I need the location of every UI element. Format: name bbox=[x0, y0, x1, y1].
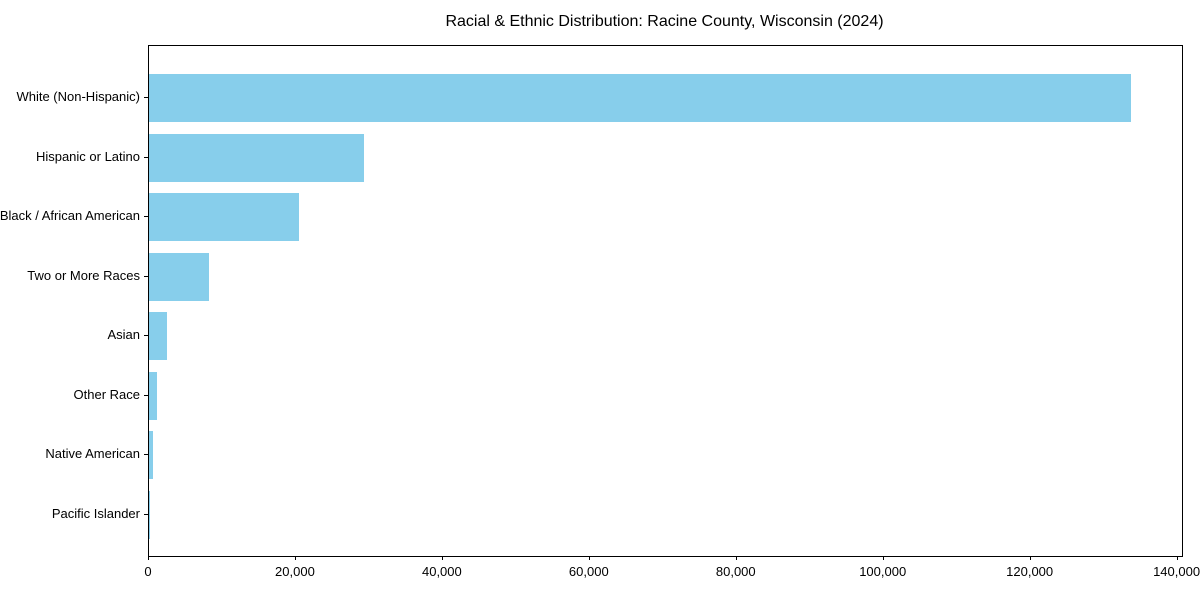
x-tick-label: 0 bbox=[144, 564, 152, 579]
y-tick-mark bbox=[144, 216, 148, 218]
y-tick-mark bbox=[144, 275, 148, 277]
y-tick-mark bbox=[144, 97, 148, 98]
x-tick-mark bbox=[294, 556, 296, 560]
bar-hispanic-or-latino bbox=[149, 133, 365, 182]
x-tick-label: 120,000 bbox=[1006, 564, 1054, 579]
bar-two-or-more-races bbox=[149, 252, 210, 301]
bar-other-race bbox=[149, 371, 158, 420]
bar-pacific-islander bbox=[149, 490, 150, 539]
y-tick-mark bbox=[144, 513, 148, 515]
y-tick-label: Pacific Islander bbox=[51, 505, 140, 521]
plot-area bbox=[148, 45, 1183, 557]
x-tick-mark bbox=[735, 556, 737, 560]
x-tick-label: 140,000 bbox=[1153, 564, 1200, 579]
x-tick-mark bbox=[1029, 556, 1031, 560]
bar-black-african-american bbox=[149, 193, 299, 242]
x-tick-mark bbox=[1176, 556, 1178, 560]
y-tick-label: Other Race bbox=[73, 386, 140, 402]
x-tick-label: 100,000 bbox=[859, 564, 907, 579]
y-tick-label: Black / African American bbox=[0, 208, 140, 224]
bar-native-american bbox=[149, 431, 153, 480]
y-tick-label: Two or More Races bbox=[27, 267, 140, 283]
bar-asian bbox=[149, 312, 167, 361]
y-tick-label: Asian bbox=[107, 327, 140, 343]
x-tick-mark bbox=[441, 556, 443, 560]
x-tick-mark bbox=[588, 556, 590, 560]
x-tick-label: 60,000 bbox=[568, 564, 609, 579]
y-tick-mark bbox=[144, 156, 148, 158]
bar-white-non-hispanic bbox=[149, 74, 1131, 122]
y-tick-label: Hispanic or Latino bbox=[35, 148, 140, 164]
x-tick-label: 40,000 bbox=[421, 564, 462, 579]
x-tick-label: 80,000 bbox=[715, 564, 756, 579]
y-tick-mark bbox=[144, 454, 148, 456]
x-tick-mark bbox=[882, 556, 884, 560]
chart-title: Racial & Ethnic Distribution: Racine Cou… bbox=[445, 13, 884, 30]
x-tick-label: 20,000 bbox=[275, 564, 315, 579]
y-tick-mark bbox=[144, 335, 148, 337]
y-tick-mark bbox=[144, 394, 148, 396]
y-tick-label: Native American bbox=[45, 446, 140, 462]
x-tick-mark bbox=[148, 556, 149, 560]
y-tick-label: White (Non-Hispanic) bbox=[16, 89, 140, 104]
